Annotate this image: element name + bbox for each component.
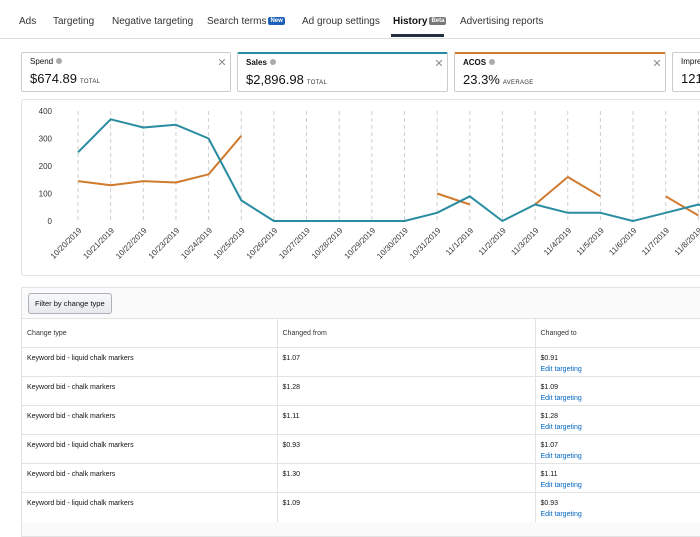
- cell-text: $0.93: [541, 500, 559, 507]
- x-tick-label: 10/22/2019: [114, 226, 149, 261]
- x-tick-label: 10/24/2019: [179, 226, 214, 261]
- filter-button[interactable]: Filter by change type: [28, 293, 112, 314]
- x-tick-label: 11/3/2019: [509, 226, 540, 257]
- chart: 0 100 200 300 400 10/20/201910/21/201910/22/2…: [0, 0, 700, 280]
- cell: $1.11: [277, 406, 535, 435]
- cell: $0.91 Edit targeting: [535, 348, 700, 377]
- table-row: Keyword bid - liquid chalk markers$0.93$…: [22, 435, 700, 464]
- edit-link[interactable]: Edit targeting: [541, 482, 700, 489]
- x-tick-label: 10/26/2019: [245, 226, 280, 261]
- series-line: [78, 119, 700, 221]
- cell: Keyword bid - liquid chalk markers: [22, 348, 277, 377]
- series-line: [78, 136, 698, 216]
- table-row: Keyword bid - chalk markers$1.11 $1.28 Edi…: [22, 406, 700, 435]
- x-tick-label: 10/27/2019: [277, 226, 312, 261]
- x-tick-label: 11/5/2019: [575, 226, 606, 257]
- cell-text: $1.11: [541, 471, 558, 478]
- table-row: Keyword bid - liquid chalk markers$1.07$…: [22, 348, 700, 377]
- x-tick-label: 10/25/2019: [212, 226, 247, 261]
- x-tick-label: 10/20/2019: [49, 226, 84, 261]
- x-tick-label: 11/6/2019: [607, 226, 638, 257]
- table-row: Keyword bid - liquid chalk markers$1.09$…: [22, 493, 700, 522]
- cell: $1.28 Edit targeting: [535, 406, 700, 435]
- x-tick-label: 10/23/2019: [147, 226, 182, 261]
- cell: $1.28: [277, 377, 535, 406]
- cell-text: $1.09: [541, 384, 559, 391]
- edit-link[interactable]: Edit targeting: [541, 366, 700, 373]
- y-tick-label: 100: [39, 190, 53, 199]
- table-row: Keyword bid - chalk markers$1.30 $1.11 Edi…: [22, 464, 700, 493]
- y-tick-label: 200: [39, 162, 53, 171]
- x-tick-label: 11/8/2019: [673, 226, 700, 257]
- cell-text: $1.28: [541, 413, 559, 420]
- column-header: Change type: [22, 319, 277, 348]
- x-tick-label: 10/29/2019: [343, 226, 378, 261]
- x-tick-label: 11/1/2019: [444, 226, 475, 257]
- history-table: Change type Changed from Changed to Keyw…: [22, 318, 700, 522]
- cell: $1.09 Edit targeting: [535, 377, 700, 406]
- cell: $0.93: [277, 435, 535, 464]
- cell: Keyword bid - chalk markers: [22, 377, 277, 406]
- x-tick-label: 11/2/2019: [477, 226, 508, 257]
- column-header: Changed from: [277, 319, 535, 348]
- cell: $0.93 Edit targeting: [535, 493, 700, 522]
- cell: $1.07 Edit targeting: [535, 435, 700, 464]
- x-tick-label: 11/4/2019: [542, 226, 573, 257]
- x-tick-label: 10/21/2019: [81, 226, 116, 261]
- y-tick-label: 0: [48, 217, 53, 226]
- page: {"tabs": [ {"label": "Ads"}, {"label": "…: [0, 0, 700, 525]
- edit-link[interactable]: Edit targeting: [541, 511, 700, 518]
- edit-link[interactable]: Edit targeting: [541, 453, 700, 460]
- header-row: Change type Changed from Changed to: [22, 319, 700, 348]
- cell: $1.09: [277, 493, 535, 522]
- table-row: Keyword bid - chalk markers$1.28 $1.09 Edi…: [22, 377, 700, 406]
- y-tick-label: 400: [39, 107, 53, 116]
- cell: Keyword bid - chalk markers: [22, 406, 277, 435]
- x-tick-label: 10/30/2019: [375, 226, 410, 261]
- cell: $1.11 Edit targeting: [535, 464, 700, 493]
- cell: $1.07: [277, 348, 535, 377]
- x-tick-label: 10/28/2019: [310, 226, 345, 261]
- edit-link[interactable]: Edit targeting: [541, 424, 700, 431]
- table-body: Keyword bid - liquid chalk markers$1.07$…: [22, 348, 700, 522]
- cell: $1.30: [277, 464, 535, 493]
- y-tick-label: 300: [39, 135, 53, 144]
- edit-link[interactable]: Edit targeting: [541, 395, 700, 402]
- cell: Keyword bid - liquid chalk markers: [22, 435, 277, 464]
- cell-text: $1.07: [541, 442, 559, 449]
- x-tick-label: 11/7/2019: [640, 226, 671, 257]
- cell: Keyword bid - liquid chalk markers: [22, 493, 277, 522]
- cell: Keyword bid - chalk markers: [22, 464, 277, 493]
- column-header: Changed to: [535, 319, 700, 348]
- cell-text: $0.91: [541, 355, 559, 362]
- x-tick-label: 10/31/2019: [408, 226, 443, 261]
